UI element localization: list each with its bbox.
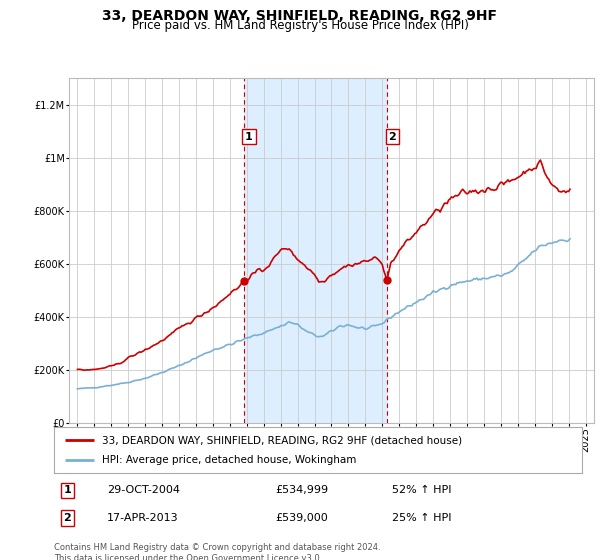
- Text: 33, DEARDON WAY, SHINFIELD, READING, RG2 9HF: 33, DEARDON WAY, SHINFIELD, READING, RG2…: [103, 9, 497, 23]
- Text: Price paid vs. HM Land Registry's House Price Index (HPI): Price paid vs. HM Land Registry's House …: [131, 19, 469, 32]
- Text: 52% ↑ HPI: 52% ↑ HPI: [392, 486, 451, 496]
- Text: £534,999: £534,999: [276, 486, 329, 496]
- Text: 33, DEARDON WAY, SHINFIELD, READING, RG2 9HF (detached house): 33, DEARDON WAY, SHINFIELD, READING, RG2…: [101, 435, 461, 445]
- Text: 1: 1: [64, 486, 71, 496]
- Text: 25% ↑ HPI: 25% ↑ HPI: [392, 514, 451, 523]
- Bar: [244, 78, 387, 423]
- Text: Contains HM Land Registry data © Crown copyright and database right 2024.
This d: Contains HM Land Registry data © Crown c…: [54, 543, 380, 560]
- Text: 2: 2: [388, 132, 396, 142]
- Text: 29-OCT-2004: 29-OCT-2004: [107, 486, 180, 496]
- Text: 17-APR-2013: 17-APR-2013: [107, 514, 178, 523]
- Text: 2: 2: [64, 514, 71, 523]
- Text: £539,000: £539,000: [276, 514, 329, 523]
- Text: HPI: Average price, detached house, Wokingham: HPI: Average price, detached house, Woki…: [101, 455, 356, 465]
- Text: 1: 1: [245, 132, 253, 142]
